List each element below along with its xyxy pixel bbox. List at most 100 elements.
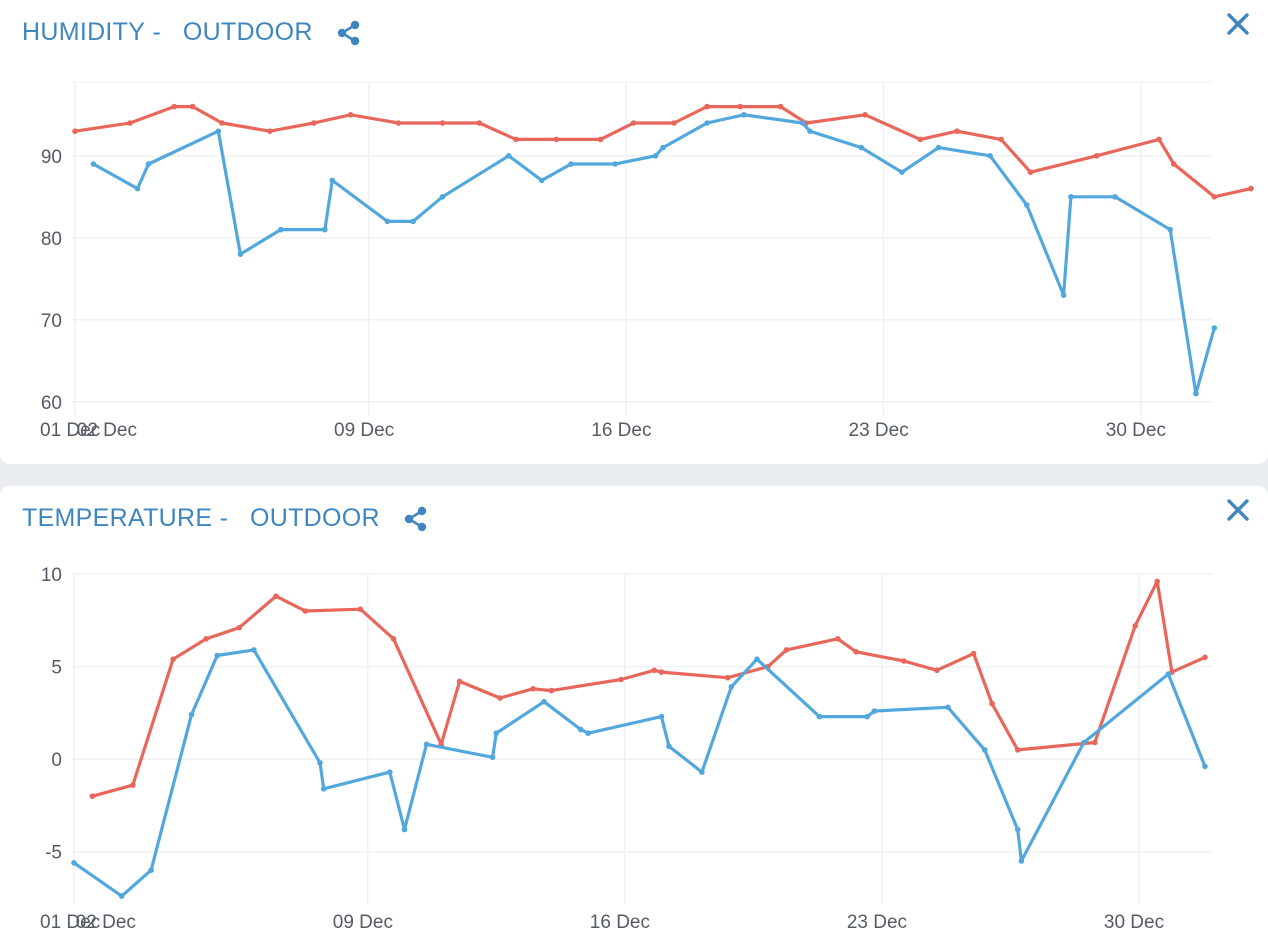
data-point[interactable]	[724, 674, 731, 681]
data-point[interactable]	[1211, 194, 1218, 200]
close-icon[interactable]	[1226, 12, 1250, 36]
data-point[interactable]	[322, 226, 328, 233]
data-point[interactable]	[597, 136, 604, 143]
data-point[interactable]	[302, 608, 309, 614]
data-point[interactable]	[816, 713, 823, 720]
data-point[interactable]	[89, 793, 96, 799]
data-point[interactable]	[214, 652, 220, 659]
data-point[interactable]	[188, 711, 195, 718]
data-point[interactable]	[145, 161, 152, 167]
data-point[interactable]	[1154, 578, 1160, 585]
data-point[interactable]	[395, 120, 402, 126]
data-point[interactable]	[835, 636, 841, 642]
data-point[interactable]	[568, 161, 574, 167]
data-point[interactable]	[439, 194, 446, 200]
data-point[interactable]	[548, 687, 555, 694]
data-point[interactable]	[72, 128, 78, 134]
data-point[interactable]	[699, 769, 705, 775]
data-point[interactable]	[666, 743, 672, 749]
data-point[interactable]	[530, 686, 536, 692]
data-point[interactable]	[1014, 826, 1021, 833]
data-point[interactable]	[401, 826, 408, 833]
data-point[interactable]	[777, 103, 784, 110]
data-point[interactable]	[630, 120, 637, 126]
data-point[interactable]	[538, 177, 545, 184]
data-point[interactable]	[1202, 654, 1208, 661]
data-point[interactable]	[1024, 202, 1030, 208]
data-point[interactable]	[410, 218, 416, 225]
data-point[interactable]	[612, 161, 618, 167]
data-point[interactable]	[1027, 169, 1034, 175]
data-point[interactable]	[130, 782, 136, 788]
data-point[interactable]	[267, 128, 273, 134]
share-icon[interactable]	[335, 19, 363, 47]
data-point[interactable]	[237, 251, 244, 257]
data-point[interactable]	[219, 120, 225, 126]
data-point[interactable]	[858, 144, 865, 151]
data-point[interactable]	[1248, 185, 1254, 192]
data-point[interactable]	[807, 128, 813, 134]
data-point[interactable]	[493, 730, 500, 736]
data-point[interactable]	[1167, 226, 1173, 233]
data-point[interactable]	[871, 708, 878, 714]
data-point[interactable]	[853, 649, 859, 655]
data-point[interactable]	[658, 713, 665, 720]
data-point[interactable]	[118, 893, 125, 899]
data-point[interactable]	[384, 218, 391, 225]
data-point[interactable]	[1211, 325, 1218, 331]
data-point[interactable]	[1193, 390, 1199, 397]
data-point[interactable]	[652, 153, 659, 159]
data-point[interactable]	[171, 103, 177, 110]
data-point[interactable]	[970, 650, 977, 657]
data-point[interactable]	[215, 128, 222, 134]
data-point[interactable]	[497, 695, 503, 701]
data-point[interactable]	[585, 730, 591, 736]
data-point[interactable]	[899, 169, 905, 175]
data-point[interactable]	[189, 103, 196, 110]
data-point[interactable]	[901, 658, 907, 664]
data-point[interactable]	[439, 120, 446, 126]
data-point[interactable]	[954, 128, 960, 134]
data-point[interactable]	[273, 593, 279, 599]
data-point[interactable]	[987, 153, 993, 159]
data-point[interactable]	[1018, 858, 1025, 864]
data-point[interactable]	[148, 867, 154, 873]
data-point[interactable]	[704, 103, 710, 110]
data-point[interactable]	[660, 144, 666, 151]
share-icon[interactable]	[402, 505, 430, 533]
data-point[interactable]	[799, 120, 806, 126]
data-point[interactable]	[541, 698, 547, 705]
data-point[interactable]	[1156, 136, 1162, 143]
data-point[interactable]	[864, 713, 870, 720]
data-point[interactable]	[741, 112, 747, 118]
data-point[interactable]	[1014, 747, 1021, 753]
data-point[interactable]	[917, 136, 924, 143]
data-point[interactable]	[251, 647, 257, 653]
data-point[interactable]	[1171, 161, 1177, 167]
data-point[interactable]	[278, 226, 284, 233]
data-point[interactable]	[1092, 739, 1098, 746]
data-point[interactable]	[1165, 671, 1172, 677]
data-point[interactable]	[423, 741, 430, 748]
data-point[interactable]	[320, 786, 327, 792]
data-point[interactable]	[553, 136, 560, 143]
data-point[interactable]	[862, 112, 868, 118]
data-point[interactable]	[1060, 292, 1067, 299]
data-point[interactable]	[704, 120, 710, 126]
data-point[interactable]	[1202, 763, 1208, 770]
data-point[interactable]	[981, 747, 988, 753]
data-point[interactable]	[311, 120, 317, 126]
data-point[interactable]	[347, 112, 354, 118]
data-point[interactable]	[1132, 623, 1138, 629]
data-point[interactable]	[1112, 194, 1118, 200]
data-point[interactable]	[754, 656, 760, 662]
data-point[interactable]	[357, 606, 364, 612]
data-point[interactable]	[203, 636, 209, 642]
data-point[interactable]	[737, 103, 743, 110]
data-point[interactable]	[90, 161, 97, 167]
data-point[interactable]	[505, 153, 512, 159]
data-point[interactable]	[236, 624, 242, 631]
data-point[interactable]	[671, 120, 677, 126]
data-point[interactable]	[934, 667, 940, 674]
data-point[interactable]	[989, 700, 995, 707]
